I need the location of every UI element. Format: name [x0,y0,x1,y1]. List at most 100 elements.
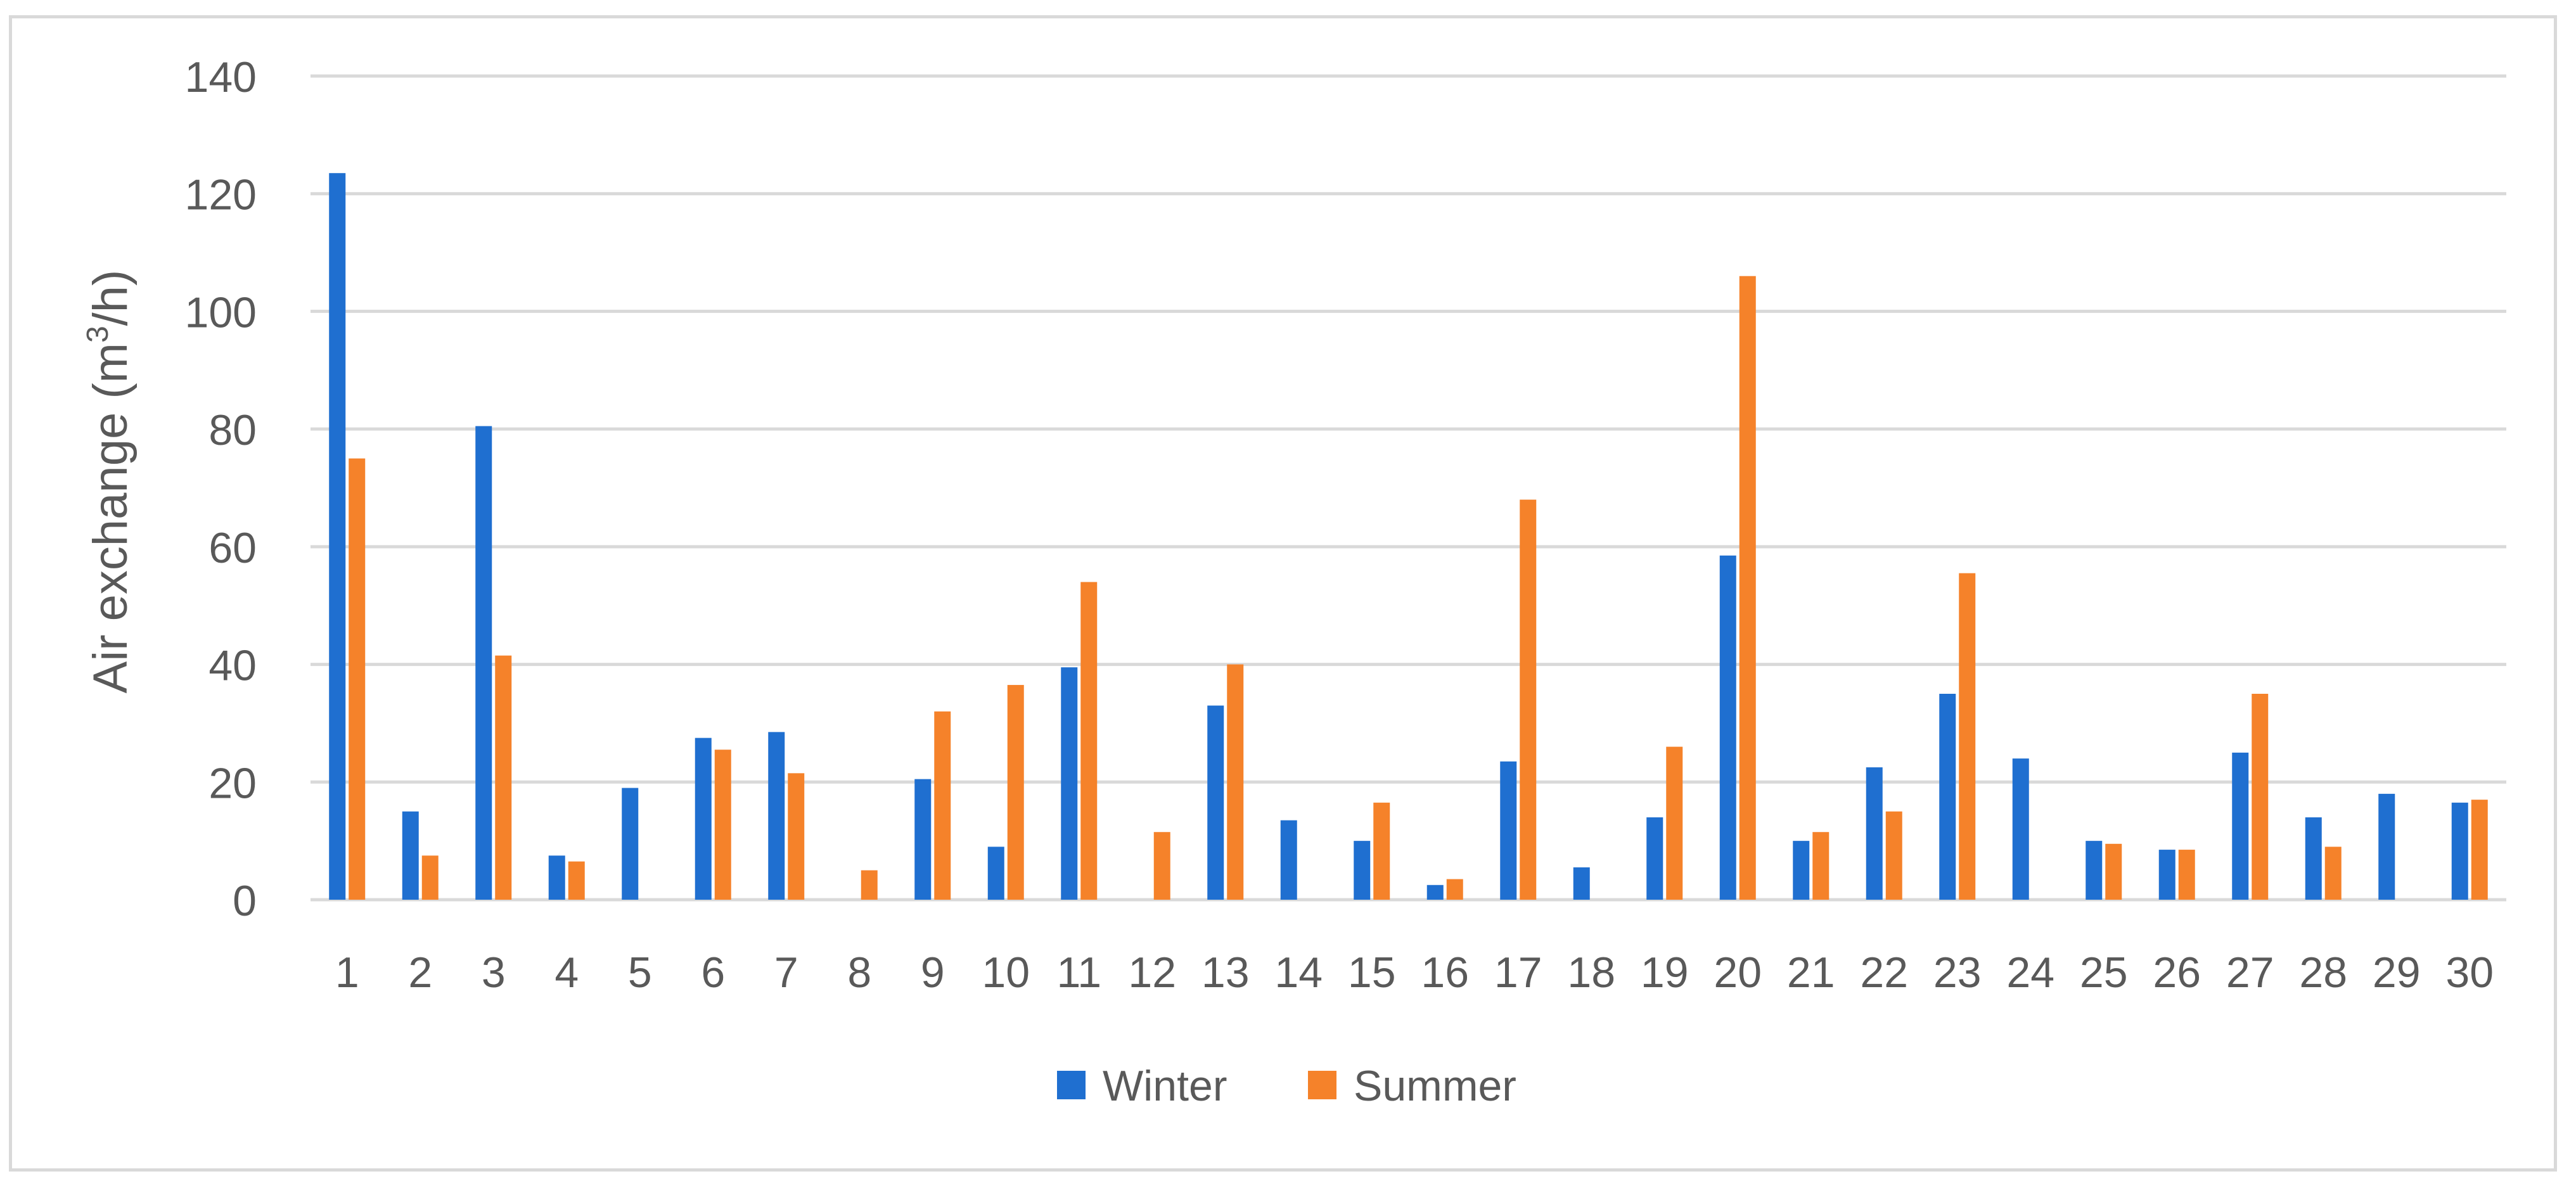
x-tick-label: 4 [554,948,579,997]
y-tick-label: 0 [233,877,257,925]
legend-label-winter: Winter [1103,1062,1227,1110]
bar-summer-20 [1739,276,1756,900]
legend-swatch-winter [1057,1071,1086,1099]
bar-winter-5 [622,788,639,900]
bar-summer-30 [2471,800,2488,900]
x-tick-label: 27 [2226,948,2274,997]
x-tick-labels: 1 2 3 4 5 6 7 8 9 10 11 12 13 14 15 16 17 18 19 20 21 22 23 24 2… [335,948,2494,997]
bar-summer-4 [568,861,585,900]
bar-winter-20 [1719,555,1736,900]
bar-winter-24 [2012,758,2029,900]
legend-swatch-summer [1308,1071,1336,1099]
y-tick-label: 60 [208,524,257,572]
x-tick-label: 23 [1933,948,1982,997]
x-tick-label: 22 [1860,948,1908,997]
bar-summer-12 [1153,832,1170,900]
bar-winter-28 [2305,817,2322,900]
bar-winter-26 [2158,850,2176,900]
bar-winter-22 [1866,767,1883,900]
bar-winter-19 [1646,817,1663,900]
x-tick-label: 30 [2445,948,2494,997]
bar-summer-9 [934,711,951,900]
bar-summer-2 [421,855,439,900]
x-tick-label: 21 [1787,948,1835,997]
y-tick-label: 100 [185,288,257,336]
x-tick-label: 25 [2080,948,2128,997]
gridlines [311,74,2506,902]
bar-winter-2 [402,811,419,900]
bar-summer-15 [1373,802,1390,900]
x-tick-label: 29 [2373,948,2421,997]
x-tick-label: 10 [982,948,1030,997]
x-tick-label: 1 [335,948,359,997]
y-tick-label: 120 [185,171,257,219]
bar-winter-25 [2086,841,2103,900]
x-tick-label: 9 [921,948,945,997]
x-tick-label: 17 [1494,948,1542,997]
bar-summer-11 [1080,582,1098,900]
bar-summer-23 [1959,573,1976,900]
bars [329,173,2488,900]
bar-winter-17 [1500,761,1517,900]
x-tick-label: 12 [1128,948,1176,997]
x-tick-label: 8 [847,948,871,997]
bar-summer-8 [861,870,878,900]
x-tick-label: 2 [408,948,432,997]
x-tick-label: 18 [1567,948,1615,997]
bar-winter-16 [1426,885,1444,900]
x-tick-label: 16 [1421,948,1469,997]
bar-summer-28 [2324,846,2342,900]
bar-winter-27 [2232,752,2249,900]
bar-summer-26 [2178,850,2195,900]
bar-winter-7 [768,732,785,900]
bar-summer-16 [1446,879,1463,900]
x-tick-label: 13 [1201,948,1250,997]
bar-summer-25 [2105,843,2122,900]
y-tick-label: 80 [208,406,257,454]
bar-summer-10 [1007,685,1024,900]
x-tick-label: 26 [2153,948,2201,997]
bar-summer-19 [1666,746,1683,900]
y-tick-label: 40 [208,642,257,690]
x-tick-label: 3 [482,948,506,997]
bar-winter-11 [1061,667,1078,900]
y-tick-label: 140 [185,53,257,101]
bar-winter-6 [695,738,712,900]
bar-winter-15 [1354,841,1371,900]
legend-label-summer: Summer [1354,1062,1516,1110]
bar-summer-22 [1885,811,1902,900]
x-tick-label: 20 [1714,948,1762,997]
chart-frame [9,15,2557,1172]
x-tick-label: 6 [701,948,725,997]
bar-winter-30 [2451,802,2468,900]
x-tick-label: 15 [1348,948,1396,997]
bar-summer-21 [1812,832,1829,900]
bar-winter-3 [475,426,492,900]
x-tick-label: 19 [1641,948,1689,997]
y-axis-label: Air exchange (m3/h) [81,270,138,694]
bar-winter-4 [548,855,565,900]
bar-winter-1 [329,173,346,900]
bar-summer-27 [2252,694,2269,900]
bar-summer-1 [349,458,366,900]
bar-winter-9 [914,779,932,900]
x-tick-label: 11 [1056,948,1101,997]
bar-summer-3 [495,655,512,900]
bar-summer-6 [714,750,731,900]
x-tick-label: 24 [2006,948,2054,997]
bar-winter-29 [2378,793,2395,900]
x-tick-label: 14 [1274,948,1323,997]
bar-winter-14 [1280,820,1297,900]
bar-winter-13 [1207,705,1224,900]
bar-summer-7 [788,773,805,900]
bar-winter-18 [1573,867,1590,900]
bar-summer-13 [1227,664,1244,900]
x-tick-label: 7 [774,948,798,997]
bar-winter-21 [1793,841,1810,900]
bar-winter-10 [987,846,1004,900]
x-tick-label: 28 [2299,948,2347,997]
x-tick-label: 5 [628,948,652,997]
bar-summer-17 [1520,499,1537,900]
y-tick-labels: 0 20 40 60 80 100 120 140 [185,53,257,925]
